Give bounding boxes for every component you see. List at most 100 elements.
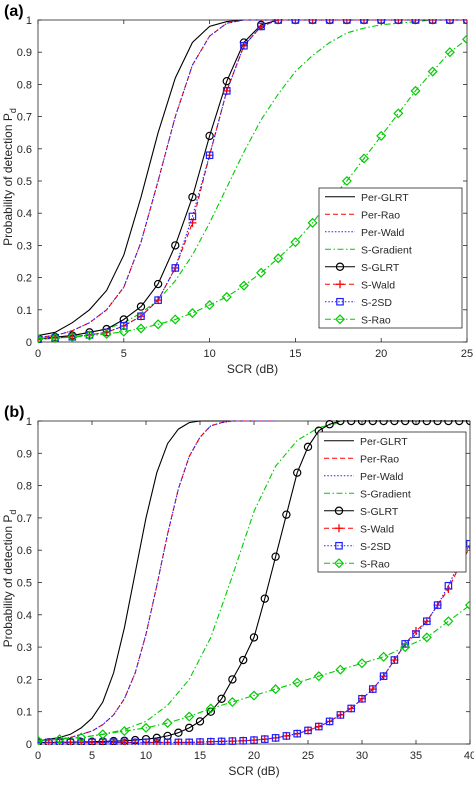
data-point-s-rao [400,642,411,653]
data-point-s-rao [393,108,404,119]
data-point-s-rao [38,333,44,343]
y-axis-label-subscript: d [8,108,18,113]
data-point-s-2sd [347,704,356,713]
data-point-s-glrt [368,420,377,426]
data-point-s-rao [204,299,215,311]
y-tick-label: 0.8 [17,79,32,91]
data-point-s-rao [205,703,216,714]
legend-marker-s-glrt [334,506,344,515]
data-point-s-rao [358,153,370,164]
data-point-s-2sd [428,19,437,24]
legend-label: S-GLRT [361,262,400,274]
data-point-s-2sd [222,87,231,95]
data-point-s-2sd [257,22,265,31]
x-tick-label: 10 [140,750,152,762]
y-tick-label: 0 [26,739,32,751]
legend-marker-s-wald [335,524,343,533]
data-point-s-rao [54,734,65,745]
data-point-s-2sd [217,737,226,745]
data-point-s-2sd [142,738,150,745]
data-point-s-glrt [217,694,226,703]
data-point-s-2sd [282,732,291,740]
x-tick-label: 10 [203,348,215,360]
data-point-s-2sd [325,717,334,726]
data-point-s-2sd [358,694,366,703]
data-point-s-glrt [455,420,464,426]
x-axis-label: SCR (dB) [227,362,278,376]
data-point-s-rao [170,314,181,325]
data-point-s-rao [118,326,129,337]
data-point-s-2sd [119,322,128,330]
data-point-s-2sd [77,738,86,745]
data-point-s-glrt [153,279,163,289]
data-point-s-rao [119,726,130,737]
data-point-s-2sd [131,738,140,745]
x-tick-label: 30 [356,750,368,762]
legend: Per-GLRT Per-Rao Per-Wald S-Gradient S-GLRT S… [317,431,467,573]
data-point-s-glrt [357,420,367,426]
panel-b: 0 5 10 15 20 25 30 35 40 0 0.1 0.2 0.3 0.4 0.5 0.6 0.7 0.… [1,404,474,778]
y-tick-label: 1 [26,416,32,428]
series-line-per-wald [38,19,467,338]
data-point-s-2sd [137,312,145,321]
data-point-s-rao [84,330,95,341]
data-point-s-glrt [195,717,205,726]
series-line-s-rao [38,604,470,742]
data-point-s-2sd [271,734,280,742]
y-tick-label: 0 [26,337,32,349]
data-point-s-rao [187,307,198,319]
legend-label: Per-GLRT [361,192,409,204]
data-point-s-2sd [412,630,420,638]
legend-marker-s-rao [334,314,346,325]
y-tick-label: 0.3 [17,240,32,252]
legend-label: S-Rao [360,558,390,570]
data-point-s-2sd [304,726,312,735]
data-point-s-2sd [325,19,334,24]
data-point-s-2sd [463,19,467,24]
y-tick-label: 0.4 [17,610,32,622]
x-tick-label: 15 [194,750,206,762]
x-tick-label: 0 [35,348,41,360]
data-point-s-glrt [379,420,388,426]
data-point-s-glrt [390,420,399,426]
data-point-s-rao [307,217,318,228]
panel-label: (a) [4,3,24,20]
data-point-s-rao [184,711,195,722]
data-point-s-rao [290,237,301,248]
data-point-s-2sd [377,19,386,24]
data-point-s-glrt [188,192,197,202]
data-point-s-2sd [154,296,162,304]
y-tick-label: 0.8 [17,481,32,493]
data-point-s-glrt [465,420,470,426]
data-point-s-rao [341,175,352,187]
legend-label: S-Rao [361,314,391,326]
data-point-s-rao [238,280,249,291]
panel-label: (b) [4,404,24,421]
data-point-s-2sd [433,601,442,609]
legend-marker-s-wald [336,280,344,289]
data-point-s-2sd [153,738,161,745]
y-tick-label: 0.4 [17,208,32,220]
legend-label: S-2SD [361,297,392,309]
series-line-per-glrt [38,420,254,742]
legend-label: Per-Rao [360,453,399,465]
data-point-s-rao [356,658,368,669]
legend-label: S-Gradient [361,244,412,256]
data-point-s-rao [461,34,467,45]
y-axis-label-text: Probability of detection P [1,515,15,648]
data-point-s-glrt [401,420,410,426]
data-point-s-2sd [466,539,470,548]
legend-label: Per-Wald [361,227,405,239]
data-point-s-2sd [446,19,454,24]
y-tick-label: 0.7 [17,112,32,124]
data-point-s-2sd [360,19,368,24]
data-point-s-rao [135,323,147,334]
x-tick-label: 5 [89,750,95,762]
x-tick-label: 0 [35,750,41,762]
data-point-s-2sd [423,617,431,626]
data-point-s-glrt [411,420,421,426]
y-tick-label: 0.6 [17,545,32,557]
x-axis-label: SCR (dB) [228,764,279,778]
y-tick-label: 1 [26,15,32,27]
